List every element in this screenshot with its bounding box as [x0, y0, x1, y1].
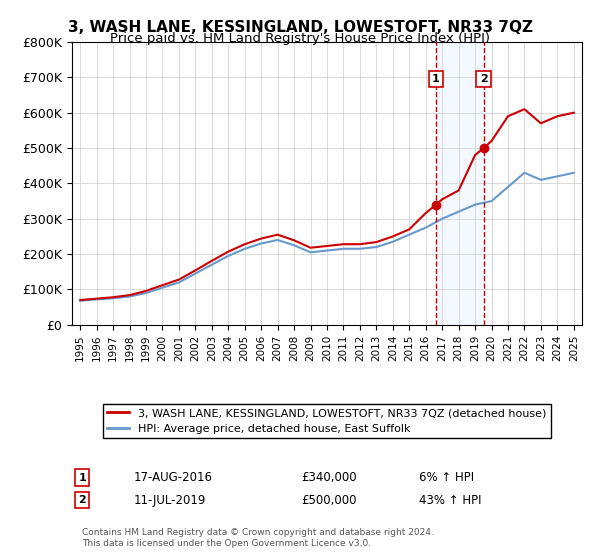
Text: 1: 1: [432, 74, 440, 84]
Text: 43% ↑ HPI: 43% ↑ HPI: [419, 493, 481, 507]
Text: 1: 1: [79, 473, 86, 483]
Text: Price paid vs. HM Land Registry's House Price Index (HPI): Price paid vs. HM Land Registry's House …: [110, 32, 490, 45]
Text: 17-AUG-2016: 17-AUG-2016: [133, 471, 212, 484]
Text: £500,000: £500,000: [302, 493, 357, 507]
Text: £340,000: £340,000: [302, 471, 357, 484]
Text: 3, WASH LANE, KESSINGLAND, LOWESTOFT, NR33 7QZ: 3, WASH LANE, KESSINGLAND, LOWESTOFT, NR…: [67, 20, 533, 35]
Text: Contains HM Land Registry data © Crown copyright and database right 2024.
This d: Contains HM Land Registry data © Crown c…: [82, 529, 434, 548]
Text: 11-JUL-2019: 11-JUL-2019: [133, 493, 206, 507]
Bar: [436, 42, 484, 325]
Text: 2: 2: [79, 495, 86, 505]
Text: 2: 2: [480, 74, 488, 84]
Legend: 3, WASH LANE, KESSINGLAND, LOWESTOFT, NR33 7QZ (detached house), HPI: Average pr: 3, WASH LANE, KESSINGLAND, LOWESTOFT, NR…: [103, 404, 551, 438]
Text: 6% ↑ HPI: 6% ↑ HPI: [419, 471, 474, 484]
